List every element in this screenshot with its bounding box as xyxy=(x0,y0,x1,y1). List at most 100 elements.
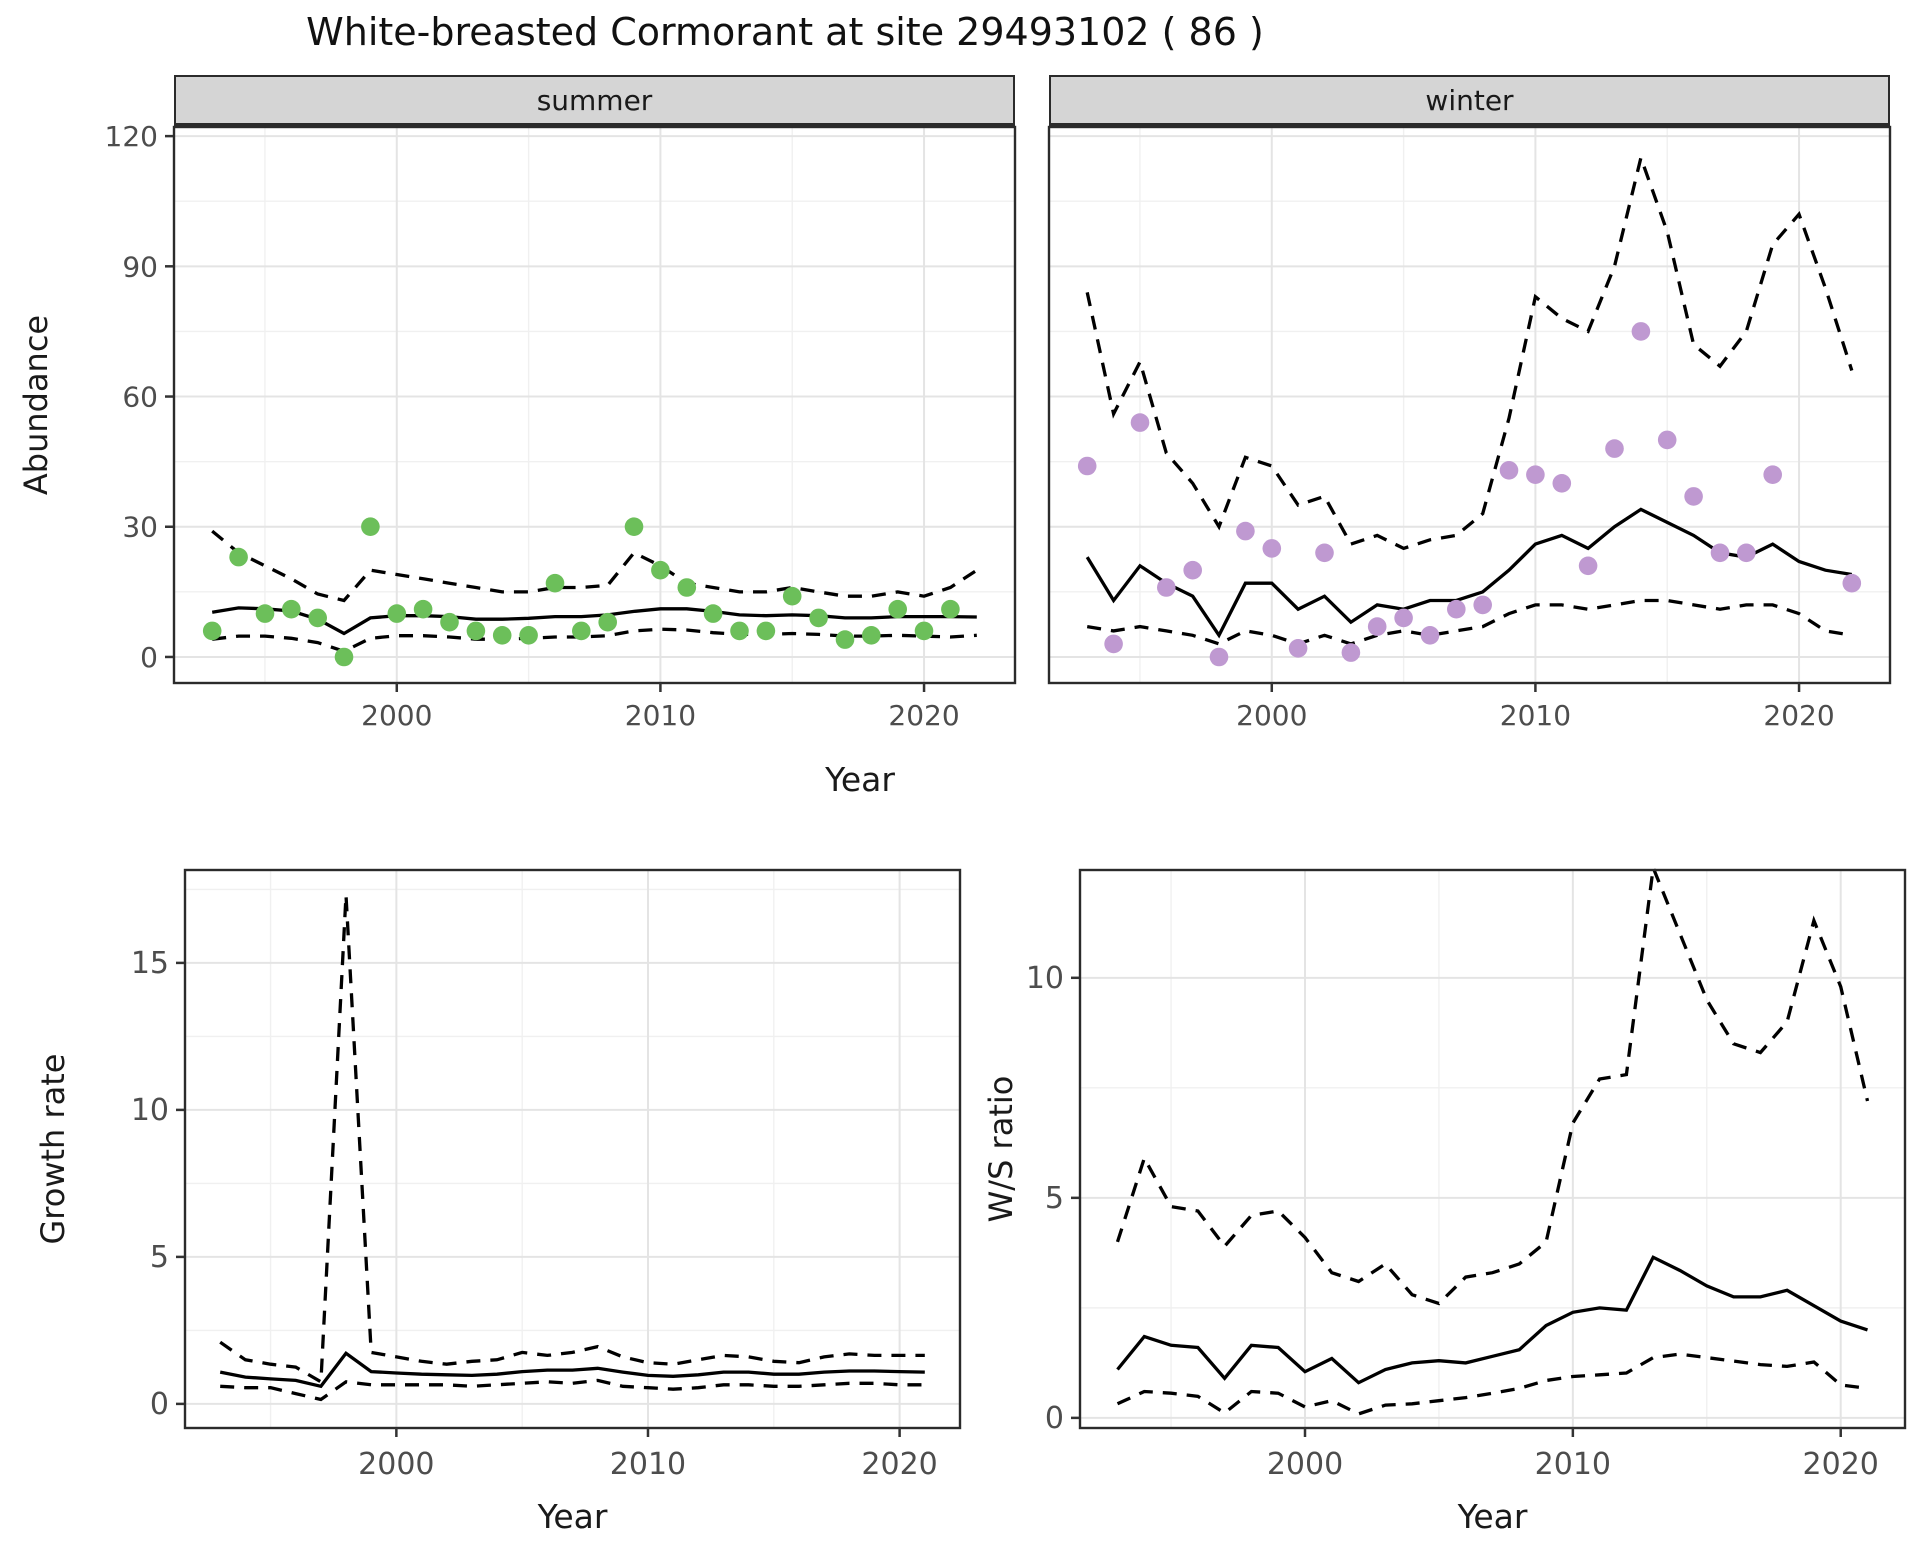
summer-y-tick-label: 0 xyxy=(140,641,158,674)
ws-y-tick-label: 5 xyxy=(1045,1181,1064,1216)
summer-observed-point-2005 xyxy=(519,626,538,645)
ws-x-tick-label: 2010 xyxy=(1535,1447,1611,1482)
facet-strip-summer-label: summer xyxy=(536,83,653,117)
summer-observed-point-2003 xyxy=(466,621,486,641)
growth-y-tick-label: 15 xyxy=(131,946,169,981)
summer-y-tick-label: 30 xyxy=(122,511,158,544)
winter-observed-point-2011 xyxy=(1552,474,1572,493)
summer-observed-point-2019 xyxy=(888,599,907,619)
summer-observed-point-1995 xyxy=(255,604,275,623)
winter-observed-point-2014 xyxy=(1631,322,1651,341)
summer-observed-point-1993 xyxy=(202,621,222,641)
summer-observed-point-2009 xyxy=(624,517,644,536)
ws-panel-border xyxy=(1078,868,1907,1430)
ws-x-tick-label: 2000 xyxy=(1267,1447,1343,1482)
summer-upper95-line xyxy=(211,529,978,603)
summer-observed-point-2020 xyxy=(914,621,934,641)
growth-panel-border xyxy=(183,868,962,1430)
growth-x-tick-label: 2020 xyxy=(861,1447,937,1482)
summer-observed-point-1997 xyxy=(308,608,328,628)
ws-y-tick-label: 10 xyxy=(1026,961,1064,996)
summer-x-tick-label: 2010 xyxy=(625,699,696,732)
summer-observed-point-2017 xyxy=(835,630,855,649)
growth-y-tick-label: 10 xyxy=(131,1093,169,1128)
ws-x-tick-label: 2020 xyxy=(1803,1447,1879,1482)
ws-upper95-line xyxy=(1115,861,1870,1306)
summer-observed-point-2002 xyxy=(440,612,459,632)
growth-x-tick-label: 2010 xyxy=(610,1447,686,1482)
summer-observed-point-1998 xyxy=(334,647,354,667)
summer-observed-point-2004 xyxy=(492,626,512,645)
growth-y-tick-label: 0 xyxy=(150,1387,169,1422)
growth-rate-x-axis-title: Year xyxy=(537,1497,608,1536)
ws-y-tick-label: 0 xyxy=(1045,1401,1064,1436)
winter-observed-point-1999 xyxy=(1236,521,1255,541)
growth-x-tick-label: 2000 xyxy=(358,1447,434,1482)
winter-x-tick-label: 2000 xyxy=(1236,699,1307,732)
summer-observed-point-2006 xyxy=(545,573,565,593)
winter-observed-point-2004 xyxy=(1367,617,1387,636)
summer-observed-point-2011 xyxy=(677,578,697,597)
summer-observed-point-2001 xyxy=(413,599,433,619)
summer-y-tick-label: 90 xyxy=(122,250,158,283)
abundance-y-axis-title: Abundance xyxy=(17,314,55,496)
growth-lower95-line xyxy=(220,1378,925,1402)
winter-x-tick-label: 2020 xyxy=(1763,699,1834,732)
summer-fit-line xyxy=(211,606,977,636)
winter-upper95-line xyxy=(1085,152,1854,551)
winter-observed-point-1995 xyxy=(1130,413,1150,432)
winter-observed-point-2002 xyxy=(1315,543,1334,563)
growth-y-tick-label: 5 xyxy=(150,1240,169,1275)
summer-observed-point-2016 xyxy=(809,608,828,628)
growth-rate-y-axis-title: Growth rate xyxy=(34,1053,72,1245)
summer-observed-point-2015 xyxy=(782,586,802,606)
growth-fit-line xyxy=(219,1351,925,1389)
chart-title: White-breasted Cormorant at site 2949310… xyxy=(306,10,1264,54)
summer-observed-point-1996 xyxy=(282,599,301,619)
winter-observed-point-2003 xyxy=(1341,643,1361,662)
winter-observed-point-1997 xyxy=(1183,560,1202,580)
winter-observed-point-2019 xyxy=(1763,465,1782,485)
winter-observed-point-2007 xyxy=(1447,599,1466,619)
summer-observed-point-1994 xyxy=(229,547,248,567)
winter-observed-point-2000 xyxy=(1262,539,1282,558)
winter-panel-border xyxy=(1047,125,1892,685)
summer-observed-point-2010 xyxy=(651,560,670,580)
winter-lower95-line xyxy=(1086,598,1853,646)
facet-strip-winter: winter xyxy=(1049,75,1890,127)
summer-observed-point-2012 xyxy=(703,604,723,623)
winter-observed-point-1993 xyxy=(1077,456,1097,476)
winter-x-tick-label: 2010 xyxy=(1500,699,1571,732)
summer-observed-point-2008 xyxy=(598,612,617,632)
winter-observed-point-2008 xyxy=(1473,595,1492,615)
winter-observed-point-2022 xyxy=(1842,573,1862,593)
summer-x-tick-label: 2020 xyxy=(888,699,959,732)
winter-observed-point-1998 xyxy=(1209,647,1229,667)
ws-ratio-x-axis-title: Year xyxy=(1457,1497,1528,1536)
summer-lower95-line xyxy=(212,627,977,654)
ws-fit-line xyxy=(1116,1255,1869,1385)
winter-observed-point-2017 xyxy=(1710,543,1730,563)
winter-observed-point-2018 xyxy=(1737,543,1756,563)
winter-observed-point-2010 xyxy=(1526,465,1545,485)
winter-observed-point-2006 xyxy=(1420,626,1440,645)
facet-strip-summer: summer xyxy=(174,75,1015,127)
facet-strip-winter-label: winter xyxy=(1425,83,1514,117)
winter-observed-point-2013 xyxy=(1605,439,1624,458)
winter-observed-point-2016 xyxy=(1684,487,1703,506)
summer-observed-point-2000 xyxy=(387,604,407,623)
winter-observed-point-1994 xyxy=(1104,634,1123,654)
winter-observed-point-2001 xyxy=(1288,639,1308,658)
summer-observed-point-2007 xyxy=(572,621,591,641)
summer-y-tick-label: 60 xyxy=(122,381,158,414)
winter-observed-point-2005 xyxy=(1394,608,1413,628)
summer-observed-point-2013 xyxy=(730,621,749,641)
winter-fit-line xyxy=(1085,507,1853,639)
summer-y-tick-label: 120 xyxy=(105,120,158,153)
summer-observed-point-2021 xyxy=(941,599,960,619)
winter-observed-point-2009 xyxy=(1499,461,1519,480)
growth-upper95-line xyxy=(219,895,925,1385)
summer-observed-point-1999 xyxy=(361,517,380,536)
